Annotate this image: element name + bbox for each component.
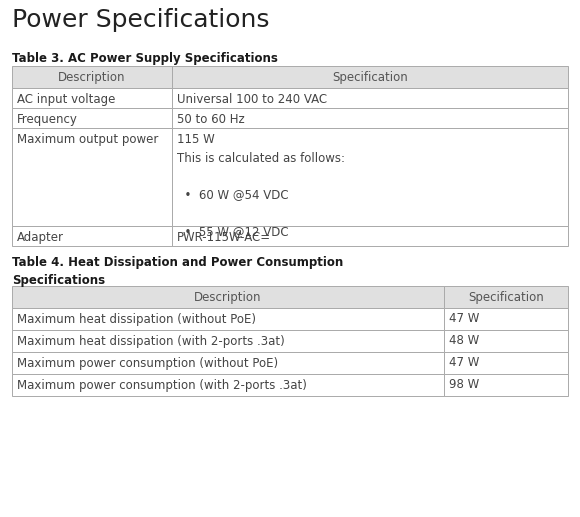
Bar: [12, 66, 172, 88]
Text: 48 W: 48 W: [449, 334, 479, 347]
Bar: [172, 226, 568, 246]
Bar: [12, 88, 172, 108]
Text: 115 W
This is calculated as follows:

  •  60 W @54 VDC

  •  55 W @12 VDC: 115 W This is calculated as follows: • 6…: [177, 133, 345, 238]
Bar: [444, 330, 568, 352]
Bar: [444, 286, 568, 308]
Bar: [12, 308, 444, 330]
Bar: [12, 330, 444, 352]
Bar: [172, 66, 568, 88]
Text: Universal 100 to 240 VAC: Universal 100 to 240 VAC: [177, 93, 327, 106]
Bar: [444, 374, 568, 396]
Text: Maximum power consumption (with 2-ports .3at): Maximum power consumption (with 2-ports …: [17, 378, 307, 391]
Bar: [12, 352, 444, 374]
Bar: [172, 128, 568, 226]
Text: AC input voltage: AC input voltage: [17, 93, 115, 106]
Text: Specification: Specification: [332, 70, 408, 84]
Text: PWR-115W-AC=: PWR-115W-AC=: [177, 231, 271, 244]
Text: 47 W: 47 W: [449, 357, 480, 370]
Bar: [12, 226, 172, 246]
Bar: [444, 352, 568, 374]
Text: Maximum heat dissipation (with 2-ports .3at): Maximum heat dissipation (with 2-ports .…: [17, 334, 285, 347]
Bar: [12, 286, 444, 308]
Bar: [172, 88, 568, 108]
Text: Adapter: Adapter: [17, 231, 64, 244]
Text: Maximum output power: Maximum output power: [17, 133, 158, 146]
Bar: [444, 308, 568, 330]
Text: Maximum power consumption (without PoE): Maximum power consumption (without PoE): [17, 357, 278, 370]
Text: 98 W: 98 W: [449, 378, 479, 391]
Bar: [12, 108, 172, 128]
Text: Power Specifications: Power Specifications: [12, 8, 270, 32]
Text: Specification: Specification: [468, 291, 544, 303]
Text: Frequency: Frequency: [17, 113, 78, 126]
Text: Description: Description: [58, 70, 126, 84]
Bar: [172, 108, 568, 128]
Text: Maximum heat dissipation (without PoE): Maximum heat dissipation (without PoE): [17, 312, 256, 326]
Text: 50 to 60 Hz: 50 to 60 Hz: [177, 113, 245, 126]
Bar: [12, 374, 444, 396]
Text: Table 3. AC Power Supply Specifications: Table 3. AC Power Supply Specifications: [12, 52, 278, 65]
Text: Description: Description: [194, 291, 262, 303]
Text: 47 W: 47 W: [449, 312, 480, 326]
Text: Table 4. Heat Dissipation and Power Consumption
Specifications: Table 4. Heat Dissipation and Power Cons…: [12, 256, 343, 287]
Bar: [12, 128, 172, 226]
